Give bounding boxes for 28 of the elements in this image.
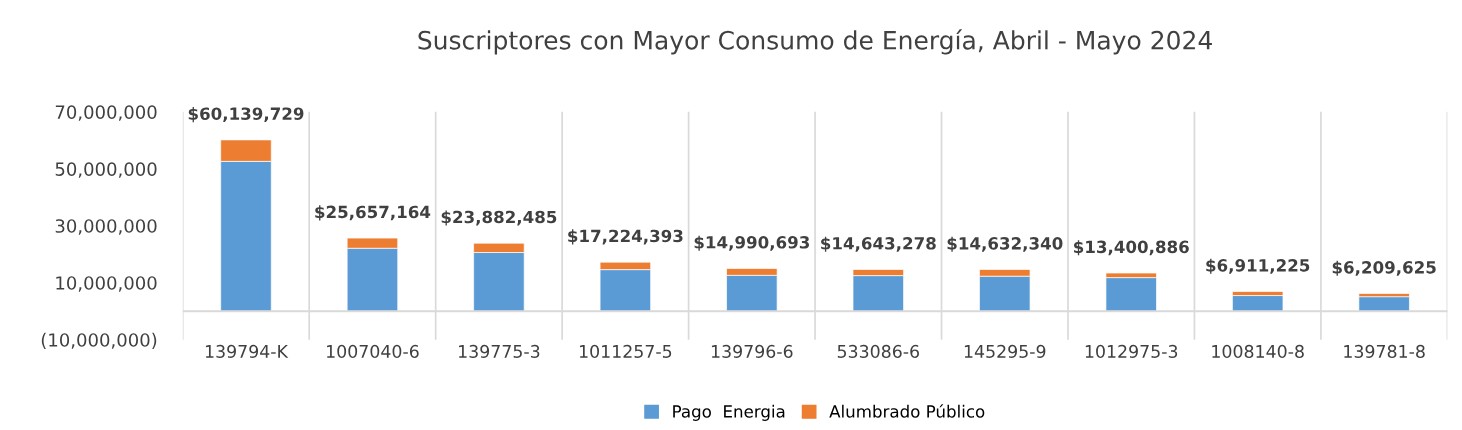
y-tick-label: 30,000,000 [55, 219, 157, 235]
total-label: $14,643,278 [821, 236, 936, 252]
total-label: $23,882,485 [441, 210, 557, 226]
total-label: $6,911,225 [1206, 258, 1310, 274]
total-label: $17,224,393 [568, 229, 683, 245]
total-label: $13,400,886 [1074, 240, 1189, 256]
total-label: $60,139,729 [188, 107, 304, 123]
legend-label: Alumbrado Público [829, 404, 985, 418]
x-tick-label: 145295-9 [964, 344, 1046, 358]
total-label: $25,657,164 [315, 205, 431, 221]
x-tick-label: 1012975-3 [1085, 344, 1178, 358]
x-tick-label: 139796-6 [711, 344, 793, 358]
chart-title: Suscriptores con Mayor Consumo de Energía, Abril - Mayo 2024 [418, 29, 1212, 55]
x-tick-label: 139781-8 [1344, 344, 1425, 358]
y-tick-label: 10,000,000 [56, 276, 157, 292]
legend-label: Pago Energia [673, 404, 785, 421]
x-tick-label: 1011257-5 [579, 344, 672, 358]
x-tick-label: 139775-3 [459, 344, 540, 358]
x-tick-label: 139794-K [205, 344, 289, 358]
total-label: $14,990,693 [694, 235, 810, 251]
y-tick-label: 50,000,000 [55, 162, 157, 178]
x-tick-label: 1008140-8 [1212, 344, 1304, 358]
y-tick-label: (10,000,000) [41, 332, 157, 349]
total-label: $14,632,340 [947, 236, 1063, 252]
x-tick-label: 1007040-6 [327, 344, 419, 358]
x-tick-label: 533086-6 [837, 344, 919, 358]
y-tick-label: 70,000,000 [55, 105, 157, 121]
total-label: $6,209,625 [1332, 260, 1436, 276]
